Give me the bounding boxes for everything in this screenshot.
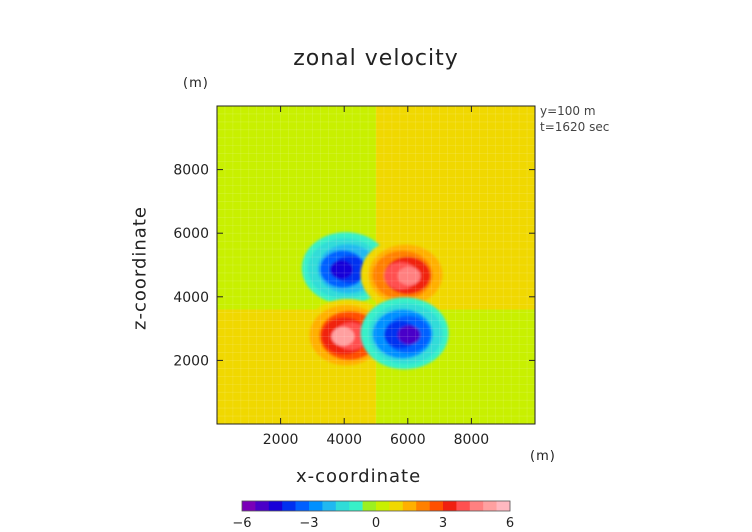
- z-tick-label: 6000: [173, 226, 209, 242]
- colorbar-swatch: [295, 501, 310, 511]
- x-tick-label: 6000: [390, 432, 426, 448]
- z-axis-unit: (m): [183, 76, 209, 91]
- colorbar-swatch: [469, 501, 484, 511]
- colorbar-swatch: [376, 501, 390, 511]
- colorbar-swatch: [402, 501, 417, 511]
- colorbar-swatch: [349, 501, 363, 511]
- annotation-time: t=1620 sec: [540, 120, 610, 134]
- colorbar-swatch: [483, 501, 497, 511]
- x-axis-label: x-coordinate: [296, 466, 422, 487]
- x-axis-unit: (m): [530, 449, 556, 464]
- colorbar-swatch: [322, 501, 337, 511]
- x-tick-label: 8000: [454, 432, 490, 448]
- z-tick-label: 4000: [173, 290, 209, 306]
- lobe-1-contour-6: [329, 260, 353, 280]
- colorbar-tick-label: −6: [232, 516, 251, 531]
- z-tick-label: 8000: [173, 163, 209, 179]
- chart-title: zonal velocity: [293, 46, 459, 71]
- colorbar-swatch: [496, 501, 511, 511]
- colorbar-swatch: [309, 501, 323, 511]
- z-tick-label: 2000: [173, 353, 209, 369]
- colorbar-tick-label: −3: [299, 516, 318, 531]
- colorbar-tick-label: 6: [506, 516, 514, 531]
- colorbar-swatch: [362, 501, 377, 511]
- colorbar-swatch: [443, 501, 457, 511]
- lobe-2-contour-6: [397, 266, 421, 286]
- colorbar-swatch: [268, 501, 283, 511]
- lobe-3-contour-6: [331, 327, 355, 346]
- colorbar-swatch: [429, 501, 444, 511]
- colorbar-swatch: [389, 501, 404, 511]
- colorbar-swatch: [282, 501, 296, 511]
- plot-frame: [216, 105, 536, 425]
- colorbar-tick-label: 0: [372, 516, 380, 531]
- colorbar-swatch: [456, 501, 471, 511]
- annotation-y-position: y=100 m: [540, 104, 596, 118]
- x-tick-label: 2000: [263, 432, 299, 448]
- lobe-4-contour-6: [397, 325, 421, 345]
- colorbar-swatch: [242, 501, 256, 511]
- colorbar-frame: [241, 500, 511, 512]
- colorbar-swatch: [335, 501, 350, 511]
- lobe-2: [360, 238, 449, 311]
- lobe-4: [360, 297, 449, 370]
- colorbar-swatch: [416, 501, 430, 511]
- colorbar-tick-label: 3: [439, 516, 447, 531]
- x-tick-label: 4000: [326, 432, 362, 448]
- colorbar-swatch: [255, 501, 270, 511]
